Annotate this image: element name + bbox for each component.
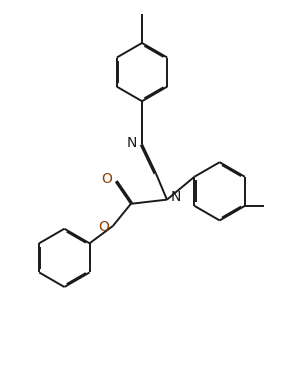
Text: N: N xyxy=(127,136,137,150)
Text: N: N xyxy=(171,190,181,204)
Text: O: O xyxy=(99,220,109,234)
Text: O: O xyxy=(101,172,112,186)
